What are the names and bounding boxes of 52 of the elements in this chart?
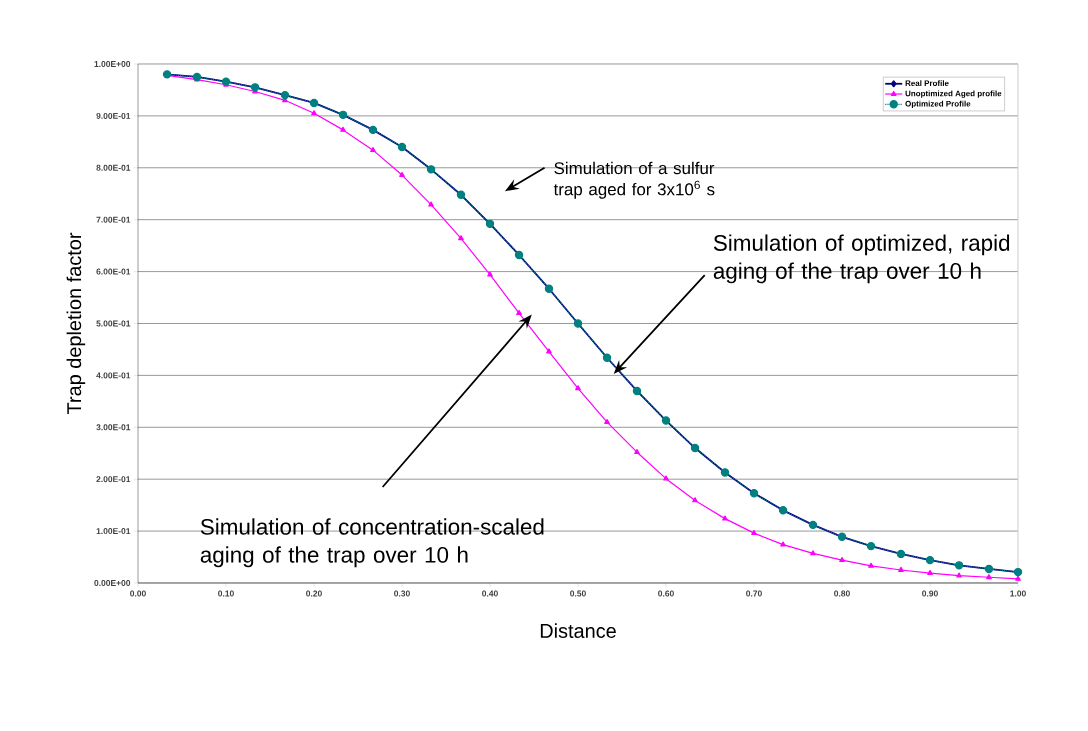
point [458,235,464,241]
point [311,110,317,116]
point [927,569,933,576]
y-tick-label: 5.00E-01 [96,320,131,327]
point [722,515,728,521]
annotation: Simulation of optimized, rapid aging of the trap over 10 h [713,234,1010,284]
point [780,541,786,547]
point [516,309,522,315]
point [546,348,552,354]
annotation: Simulation of concentration-scaled aging of the trap over 10 h [200,518,544,568]
x-tick-label: 0.60 [658,590,674,597]
point [986,574,992,580]
point [868,562,874,568]
y-tick-label: 0.00E+00 [94,579,131,586]
y-tick-label: 8.00E-01 [96,164,131,171]
y-tick-label: 1.00E+00 [94,60,131,67]
point [399,171,405,177]
point [663,475,669,481]
x-tick-label: 0.50 [570,590,586,597]
point [839,556,845,563]
point [428,201,434,207]
y-tick-label: 4.00E-01 [96,372,131,379]
x-tick-label: 1.00 [1010,590,1026,597]
x-axis-title: Distance [540,623,616,638]
y-tick-label: 6.00E-01 [96,268,131,275]
point [340,126,346,132]
point [898,566,904,572]
y-tick-label: 1.00E-01 [96,528,131,535]
point [575,385,581,391]
y-axis-title: Trap depletion factor [66,232,86,415]
point [370,146,376,153]
x-tick-label: 0.80 [834,590,850,597]
y-tick-label: 3.00E-01 [96,424,131,431]
x-tick-label: 0.00 [130,590,146,597]
annotation: Simulation of a sulfur trap aged for 3x10$^{6}$ s [553,161,715,199]
y-tick-label: 9.00E-01 [96,112,131,119]
x-tick-label: 0.30 [394,590,410,597]
x-tick-label: 0.90 [922,590,938,597]
x-tick-label: 0.40 [482,590,498,597]
point [604,418,610,424]
point [1015,575,1021,581]
x-tick-label: 0.10 [218,590,234,597]
point [810,550,816,556]
x-tick-label: 0.70 [746,590,762,597]
point [634,448,640,455]
y-tick-label: 2.00E-01 [96,476,131,483]
point [487,271,493,277]
y-tick-label: 7.00E-01 [96,216,131,223]
point [751,529,757,536]
point [956,572,962,578]
point [692,497,698,503]
x-tick-label: 0.20 [306,590,322,597]
